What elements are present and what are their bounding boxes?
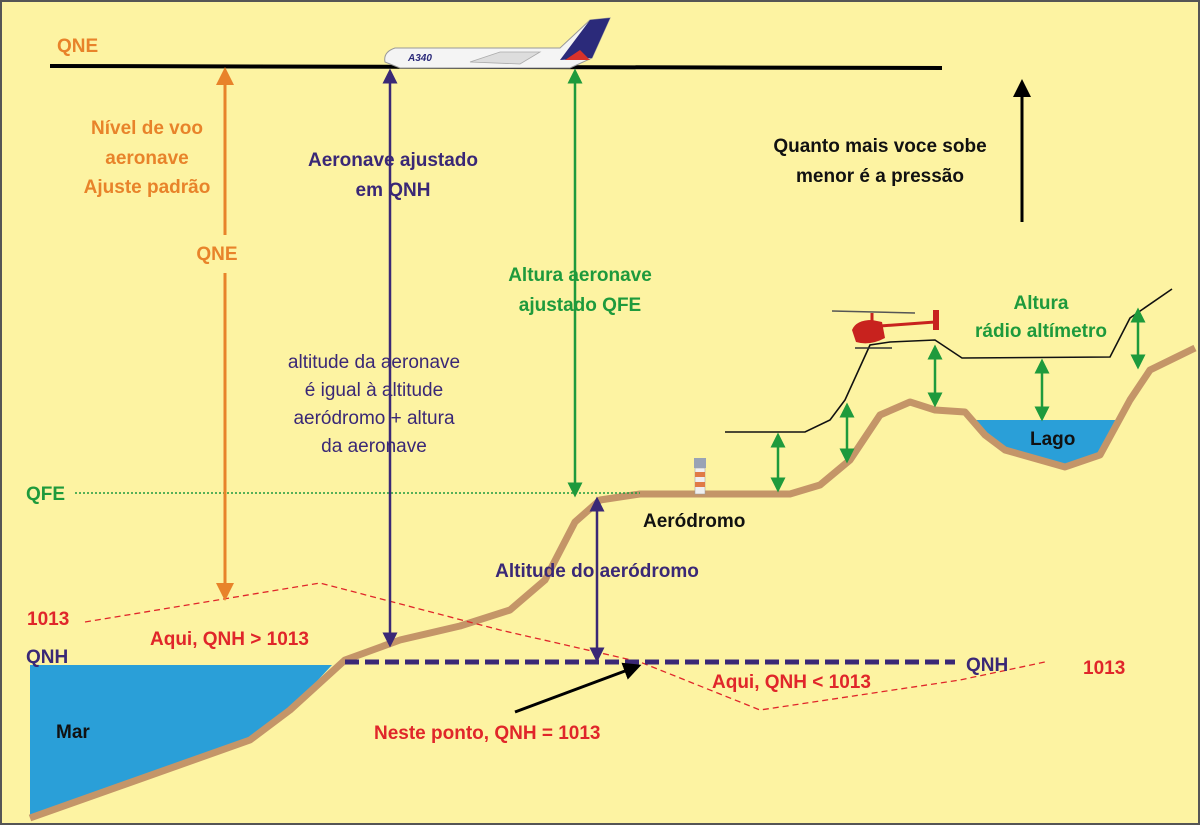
altitude-explanation-line4: da aeronave — [321, 436, 427, 457]
qne-arrow-label: QNE — [196, 244, 237, 265]
lake-water — [975, 420, 1118, 467]
qnh-equal-label: Neste ponto, QNH = 1013 — [374, 723, 600, 744]
radio-altimeter-label-line1: Altura — [1014, 293, 1069, 314]
qfe-height-label-line2: ajustado QFE — [519, 295, 641, 316]
qnh-setting-label-line2: em QNH — [356, 180, 431, 201]
radio-altimeter-label-line2: rádio altímetro — [975, 321, 1107, 342]
flight-level-label-line3: Ajuste padrão — [84, 177, 211, 198]
lake-label: Lago — [1030, 429, 1075, 450]
flight-level-label-line2: aeronave — [105, 148, 188, 169]
qnh-equal-pointer-arrow — [514, 662, 642, 714]
altitude-explanation-line2: é igual à altitude — [305, 380, 443, 401]
qnh-greater-label: Aqui, QNH > 1013 — [150, 629, 309, 650]
radio-altimeter-arrows — [770, 307, 1146, 493]
isobar-1013-left-label: 1013 — [27, 609, 69, 630]
qfe-left-label: QFE — [26, 484, 65, 505]
qnh-setting-label-line1: Aeronave ajustado — [308, 150, 478, 171]
control-tower — [694, 458, 706, 495]
pressure-note-line2: menor é a pressão — [796, 166, 964, 187]
sea-water — [30, 665, 332, 818]
qnh-right-label: QNH — [966, 655, 1008, 676]
altitude-explanation-line1: altitude da aeronave — [288, 352, 460, 373]
isobar-1013-right-label: 1013 — [1083, 658, 1125, 679]
qne-arrow-gap — [215, 235, 235, 273]
terrain-profile — [28, 344, 1197, 822]
aircraft-model-label: A340 — [407, 53, 432, 64]
altitude-explanation-line3: aeródromo + altura — [293, 408, 454, 429]
helicopter-flight-path — [725, 288, 1173, 433]
helicopter — [831, 310, 939, 349]
qnh-left-label: QNH — [26, 647, 68, 668]
qfe-height-label-line1: Altura aeronave — [508, 265, 652, 286]
aerodrome-altitude-label: Altitude do aeródromo — [495, 561, 699, 582]
qne-top-label: QNE — [57, 36, 98, 57]
flight-level-label-line1: Nível de voo — [91, 118, 203, 139]
pressure-note-line1: Quanto mais voce sobe — [773, 136, 986, 157]
qnh-less-label: Aqui, QNH < 1013 — [712, 672, 871, 693]
sea-label: Mar — [56, 722, 90, 743]
aerodrome-label: Aeródromo — [643, 511, 745, 532]
a340-airplane: A340 — [384, 17, 611, 69]
